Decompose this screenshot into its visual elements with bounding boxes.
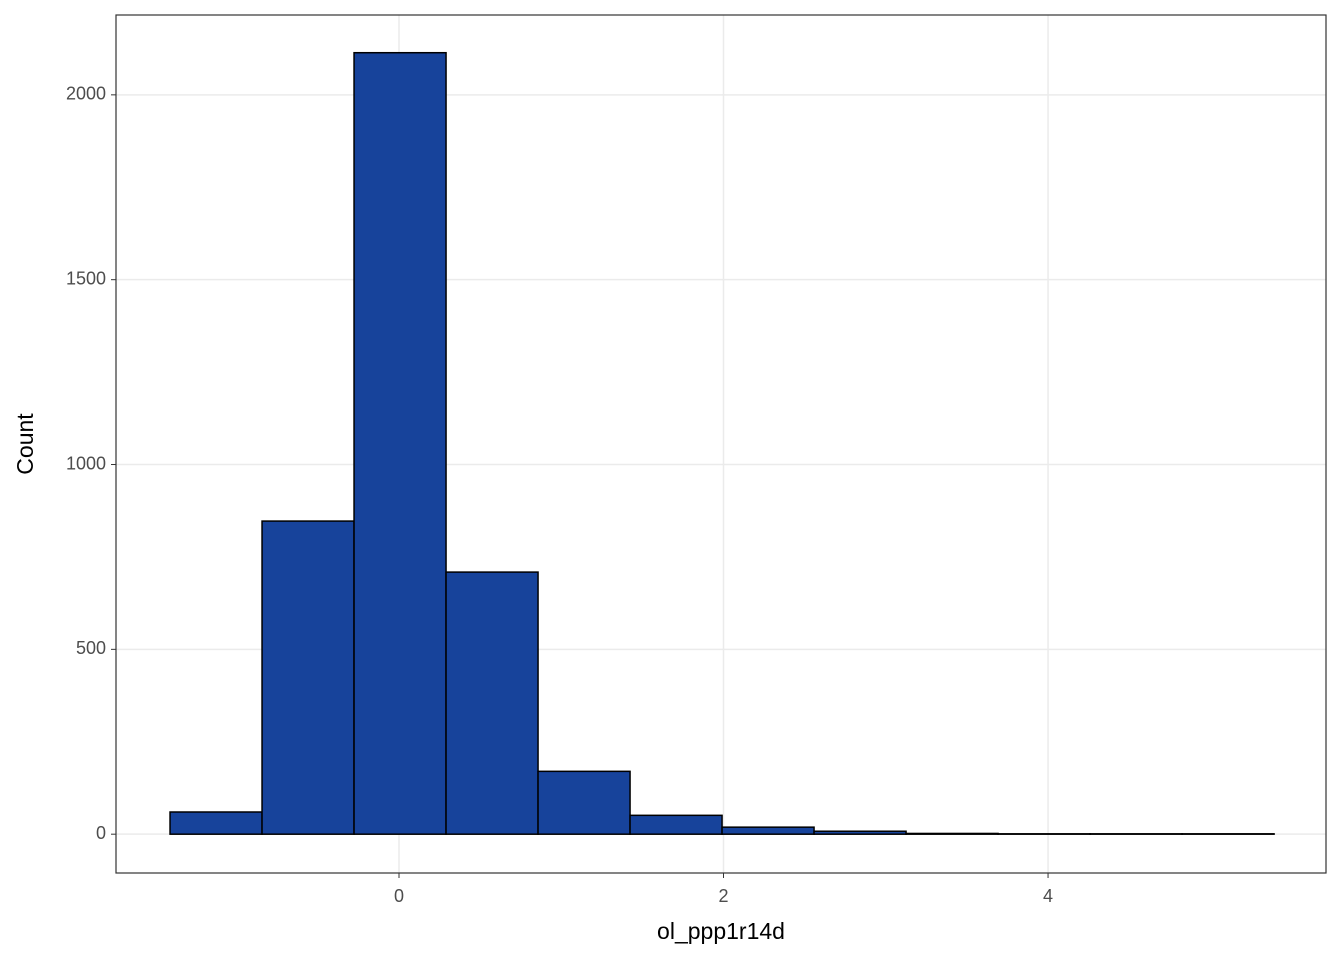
bar bbox=[353, 51, 447, 835]
y-axis-title: Count bbox=[12, 413, 38, 475]
bar bbox=[721, 826, 815, 835]
bar bbox=[261, 520, 355, 835]
y-tick-label: 1000 bbox=[66, 453, 106, 473]
y-tick-label: 500 bbox=[76, 638, 106, 658]
bar bbox=[537, 770, 631, 835]
y-tick-label: 1500 bbox=[66, 268, 106, 288]
x-tick-label: 0 bbox=[394, 886, 404, 906]
y-tick-label: 2000 bbox=[66, 84, 106, 104]
x-tick-label: 2 bbox=[719, 886, 729, 906]
x-axis-title: ol_ppp1r14d bbox=[657, 918, 785, 944]
bar bbox=[629, 814, 723, 835]
panel-border bbox=[115, 14, 1327, 874]
x-tick-label: 4 bbox=[1043, 886, 1053, 906]
bar bbox=[905, 832, 999, 835]
bar bbox=[813, 830, 907, 835]
y-tick-label: 0 bbox=[96, 823, 106, 843]
bar bbox=[169, 811, 263, 835]
bar bbox=[445, 571, 539, 835]
